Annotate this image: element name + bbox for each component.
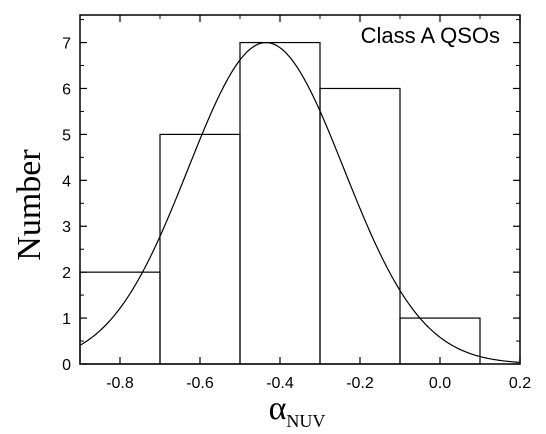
- x-tick-label: -0.6: [186, 375, 214, 392]
- x-tick-label: -0.8: [106, 375, 134, 392]
- y-tick-label: 3: [62, 219, 71, 236]
- x-axis-label-symbol: α: [269, 390, 287, 427]
- gaussian-fit-curve: [79, 41, 521, 363]
- y-axis-label: Number: [11, 149, 48, 261]
- x-tick-label: 0.0: [429, 375, 451, 392]
- x-axis-label-subscript: NUV: [286, 411, 325, 431]
- histogram-bar-3: [319, 87, 401, 365]
- plot-frame: [79, 14, 521, 365]
- histogram-bars: [79, 41, 481, 365]
- x-tick-label: 0.2: [509, 375, 531, 392]
- y-tick-label: 0: [62, 357, 71, 374]
- y-tick-label: 7: [62, 36, 71, 53]
- histogram-bar-0: [79, 271, 161, 365]
- y-tick-label: 5: [62, 127, 71, 144]
- x-tick-label: -0.4: [266, 375, 294, 392]
- histogram-bar-1: [159, 133, 241, 365]
- y-axis-ticks: 0 1 2 3 4 5 6 7: [62, 19, 520, 374]
- x-tick-label: -0.2: [346, 375, 374, 392]
- x-axis-ticks: -0.8 -0.6 -0.4 -0.2 0.0 0.2: [79, 15, 531, 392]
- y-tick-label: 2: [62, 265, 71, 282]
- y-tick-label: 1: [62, 311, 71, 328]
- x-axis-label: αNUV: [269, 390, 326, 431]
- histogram-bar-2: [239, 41, 321, 365]
- y-tick-label: 4: [62, 173, 71, 190]
- chart-annotation: Class A QSOs: [361, 23, 500, 48]
- y-tick-label: 6: [62, 81, 71, 98]
